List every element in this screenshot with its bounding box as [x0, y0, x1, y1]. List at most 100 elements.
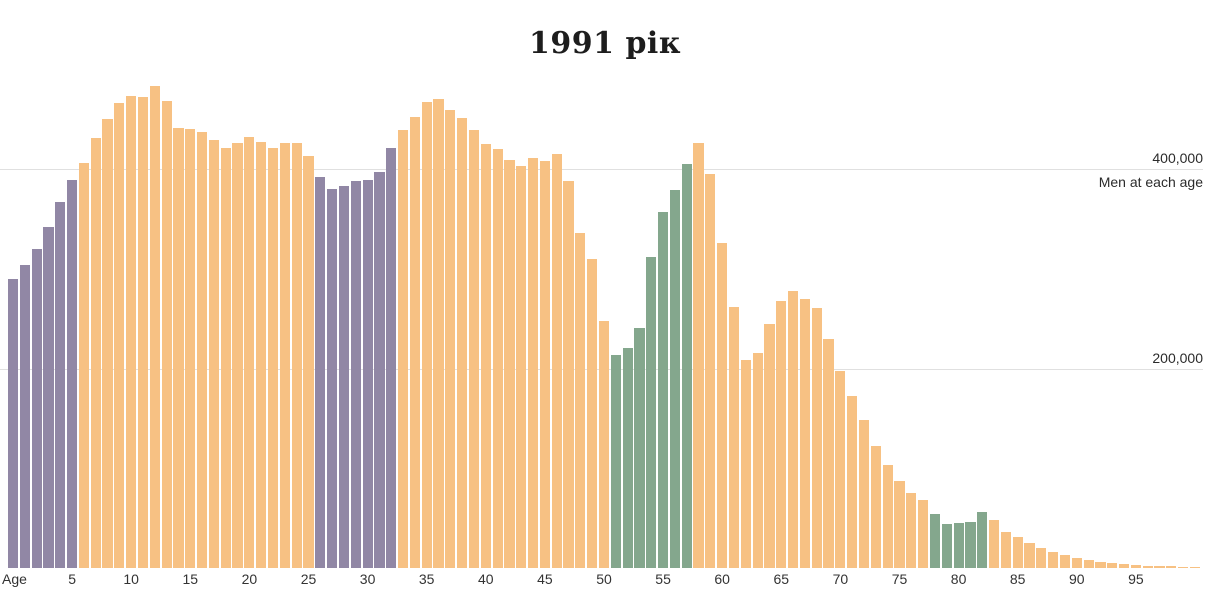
bar-age-35	[421, 102, 432, 568]
bar-age-62	[740, 359, 751, 568]
bar-age-83	[988, 520, 1000, 568]
bar-age-87	[1036, 548, 1047, 568]
bar-age-45	[539, 161, 550, 568]
bar-age-10	[126, 96, 137, 568]
x-tick-label-5: 5	[68, 571, 76, 587]
bar-age-30	[362, 179, 373, 568]
bar-age-1	[19, 264, 30, 568]
bar-age-86	[1024, 543, 1035, 568]
bar-age-73	[870, 446, 881, 568]
bar-age-4	[55, 201, 66, 568]
bar-age-16	[197, 132, 208, 568]
bar-age-84	[1000, 532, 1011, 568]
x-tick-label-90: 90	[1069, 571, 1085, 587]
bar-age-61	[728, 306, 740, 568]
bar-age-67	[799, 298, 811, 568]
bar-age-37	[445, 110, 456, 568]
bar-age-91	[1083, 560, 1094, 568]
bar-age-47	[563, 180, 574, 568]
bar-age-11	[137, 97, 149, 568]
bar-age-57	[681, 164, 692, 568]
bar-age-43	[516, 166, 527, 568]
bar-age-19	[232, 143, 243, 568]
x-tick-label-75: 75	[891, 571, 908, 587]
bar-age-7	[90, 138, 101, 568]
bar-age-50	[598, 320, 610, 568]
bar-age-65	[776, 300, 787, 568]
bar-age-90	[1071, 558, 1082, 568]
bar-age-72	[858, 420, 870, 568]
bar-age-0	[7, 278, 19, 568]
bar-age-53	[634, 327, 645, 568]
age-axis-label: Age	[2, 571, 27, 587]
bar-age-29	[350, 180, 361, 568]
bar-age-42	[504, 160, 515, 568]
bar-age-89	[1059, 555, 1071, 568]
x-tick-label-85: 85	[1009, 571, 1026, 587]
x-tick-label-30: 30	[359, 571, 376, 587]
bar-age-60	[717, 242, 728, 568]
bar-age-80	[953, 523, 964, 568]
bar-age-41	[492, 149, 503, 568]
bar-age-98	[1166, 566, 1177, 568]
x-tick-label-45: 45	[537, 571, 553, 587]
bar-age-27	[327, 188, 338, 568]
bar-age-48	[575, 232, 586, 568]
x-tick-label-25: 25	[300, 571, 317, 587]
bar-age-18	[220, 148, 231, 568]
bar-age-64	[764, 323, 775, 568]
x-tick-label-40: 40	[478, 571, 494, 587]
bar-age-71	[847, 396, 858, 568]
bar-age-79	[941, 524, 952, 568]
bar-age-56	[669, 189, 680, 568]
bar-age-38	[457, 118, 468, 568]
gridline-400000	[0, 169, 1203, 170]
bar-age-88	[1048, 552, 1059, 568]
bar-age-59	[705, 173, 716, 568]
bar-age-31	[374, 171, 385, 568]
bar-age-6	[78, 163, 89, 568]
bar-age-78	[929, 514, 941, 568]
bar-age-92	[1095, 562, 1106, 568]
chart-title: 1991 рік	[529, 26, 681, 61]
x-tick-label-20: 20	[241, 571, 258, 587]
bar-age-54	[646, 256, 657, 568]
bar-age-3	[43, 226, 54, 568]
bar-age-40	[480, 144, 491, 568]
x-tick-label-15: 15	[182, 571, 199, 587]
bar-age-58	[693, 143, 704, 568]
x-tick-label-95: 95	[1128, 571, 1144, 587]
bar-age-9	[114, 103, 125, 568]
bar-age-52	[622, 347, 633, 568]
bar-age-96	[1142, 565, 1153, 568]
bar-age-33	[397, 130, 409, 568]
x-tick-label-60: 60	[714, 571, 730, 587]
bar-age-95	[1130, 565, 1141, 568]
bar-age-63	[752, 352, 763, 568]
bar-age-20	[244, 137, 255, 568]
bar-age-17	[208, 140, 220, 568]
bar-age-51	[610, 354, 621, 568]
x-tick-label-65: 65	[773, 571, 790, 587]
bar-age-94	[1118, 564, 1130, 568]
bar-age-5	[67, 179, 78, 568]
x-tick-label-55: 55	[655, 571, 671, 587]
bar-age-28	[338, 185, 350, 568]
bar-age-26	[315, 176, 326, 568]
bar-age-14	[173, 128, 184, 568]
bar-age-82	[977, 512, 988, 568]
bar-age-36	[433, 99, 444, 568]
bar-age-15	[185, 129, 196, 568]
bar-age-21	[256, 142, 267, 568]
x-tick-label-10: 10	[123, 571, 139, 587]
bar-age-49	[587, 258, 598, 568]
bar-age-12	[149, 86, 160, 568]
bar-age-23	[279, 143, 290, 568]
bar-age-69	[823, 338, 834, 568]
bar-age-22	[267, 148, 279, 568]
bar-age-13	[161, 101, 172, 568]
y-axis-label-200000: 200,000	[1152, 349, 1203, 366]
bar-age-93	[1107, 563, 1118, 568]
bar-age-97	[1154, 566, 1165, 568]
